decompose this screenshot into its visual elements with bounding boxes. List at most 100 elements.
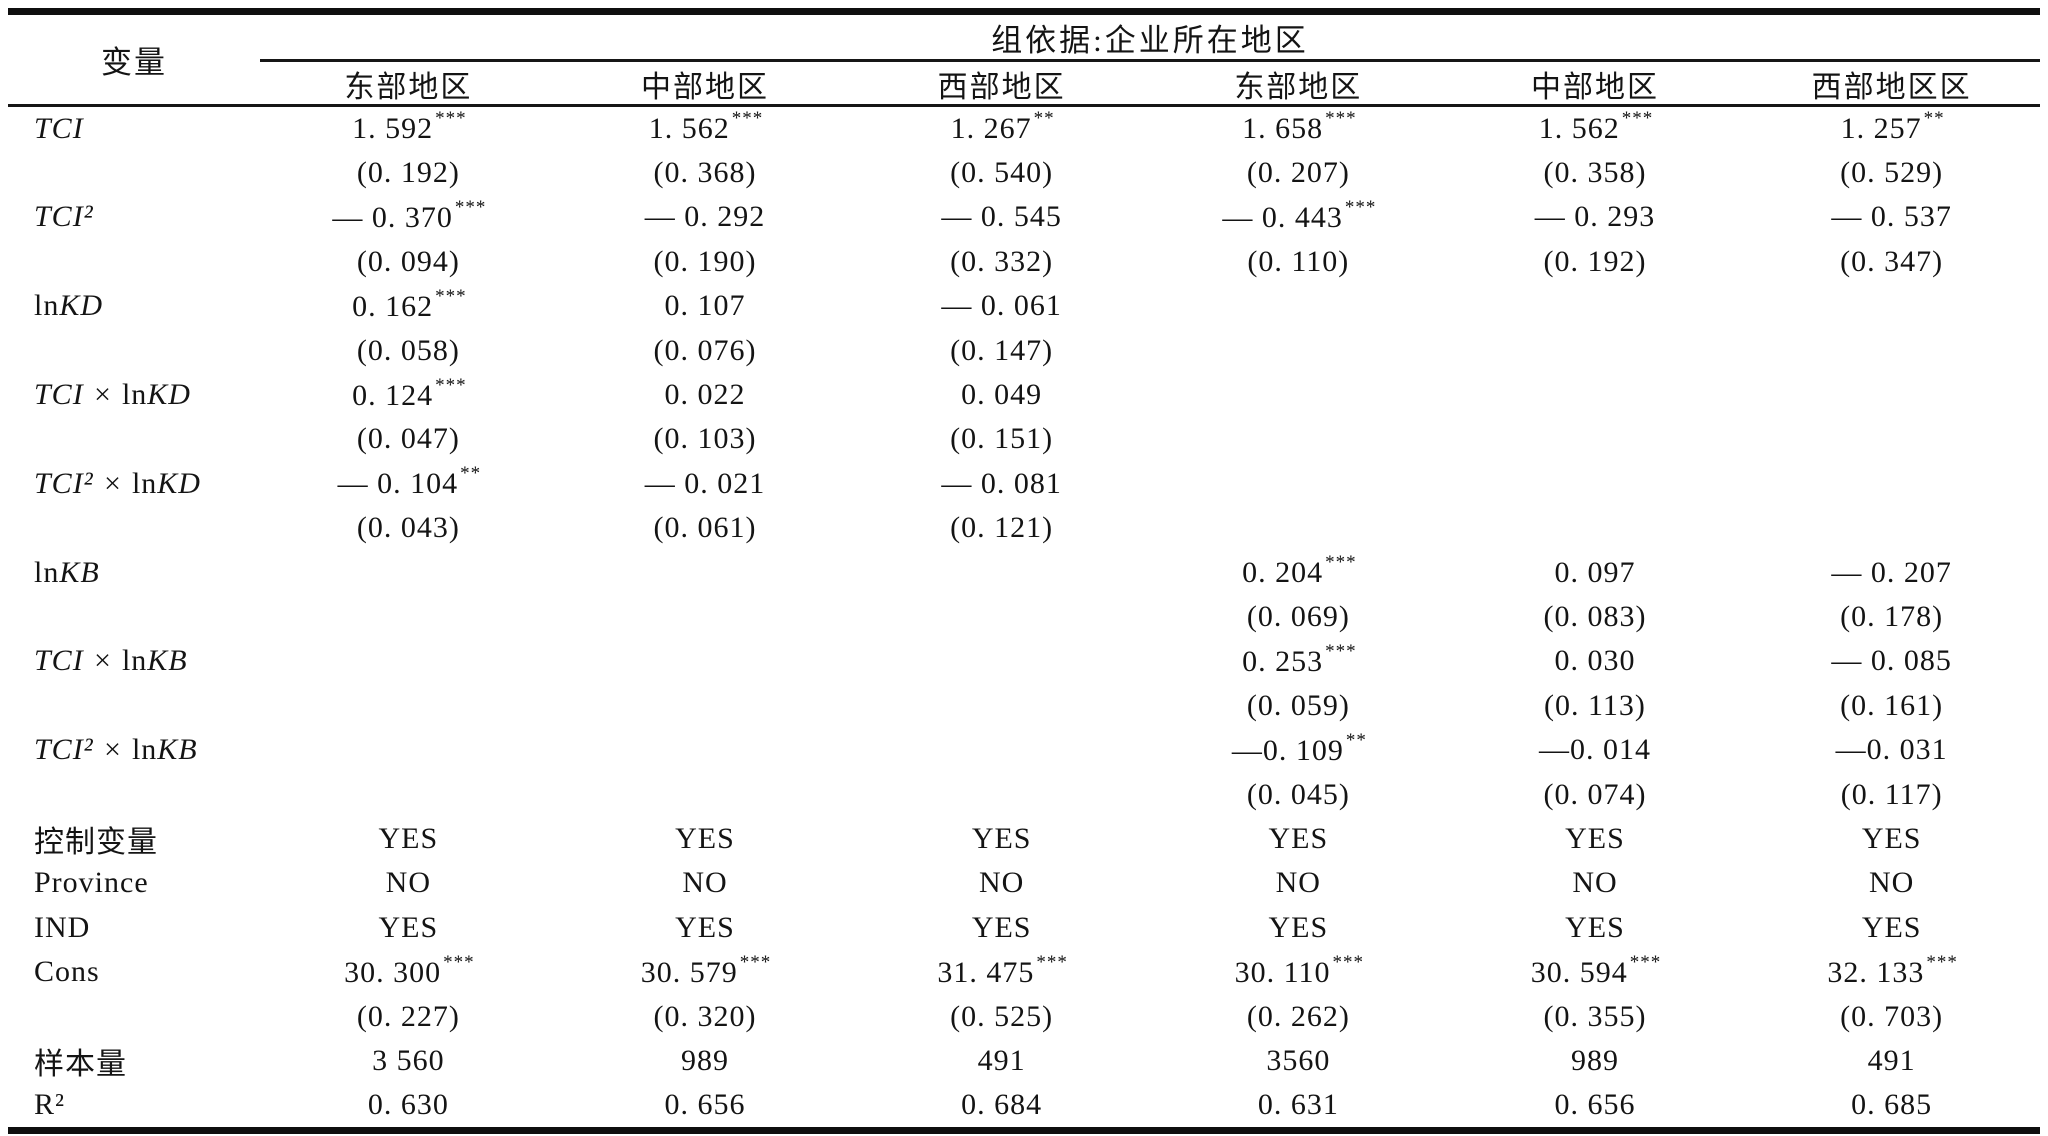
row-label-ind: IND	[34, 910, 91, 944]
se-cell-TCI2xlnKD-1: (0. 043)	[356, 511, 460, 545]
table-row: Cons 30. 300 *** 30. 579 *** 31. 475 *** 30. 11…	[8, 950, 2040, 994]
table-header: 变量 组依据:企业所在地区 东部地区 中部地区 西部地区 东部地区 中部地区 西部地区区	[8, 15, 2040, 104]
coef-cell-TCI2-2: — 0. 292	[644, 200, 766, 234]
significance-stars: **	[460, 463, 482, 485]
coef-cell-cons-4: 30. 110 ***	[1234, 951, 1365, 989]
coef-cell-lnKD-1: 0. 162 ***	[352, 285, 467, 323]
info-cell-controls-2: YES	[675, 821, 735, 855]
table-row: (0. 069) (0. 083) (0. 178)	[8, 595, 2040, 639]
coef-cell-TCIxlnKB-6: — 0. 085	[1831, 644, 1952, 678]
se-cell-cons-2: (0. 320)	[653, 999, 757, 1033]
coef-cell-TCIxlnKB-4: 0. 253 ***	[1242, 640, 1357, 678]
info-cell-province-6: NO	[1868, 866, 1915, 900]
row-label-province: Province	[34, 866, 149, 900]
info-cell-r2-4: 0. 631	[1257, 1088, 1339, 1122]
column-header-1: 东部地区	[344, 70, 473, 104]
significance-stars: ***	[1332, 951, 1365, 973]
row-label-TCI2xlnKB: TCI² × lnKB	[34, 733, 198, 767]
variable-column-header: 变量	[101, 44, 167, 80]
table-row: (0. 043) (0. 061) (0. 121)	[8, 506, 2040, 550]
column-headers-row: 东部地区 中部地区 西部地区 东部地区 中部地区 西部地区区	[260, 62, 2040, 104]
group-header-title: 组依据:企业所在地区	[991, 22, 1309, 58]
coef-cell-lnKD-3: — 0. 061	[941, 289, 1062, 323]
coef-cell-TCI2-5: — 0. 293	[1534, 200, 1656, 234]
coef-cell-cons-3: 31. 475 ***	[937, 951, 1068, 989]
se-cell-TCI-2: (0. 368)	[653, 156, 757, 190]
significance-stars: ***	[731, 108, 764, 130]
info-cell-ind-1: YES	[378, 910, 439, 944]
coef-cell-TCI2-4: — 0. 443 ***	[1222, 196, 1377, 234]
se-cell-lnKB-4: (0. 069)	[1246, 599, 1350, 633]
coef-cell-lnKB-5: 0. 097	[1554, 555, 1636, 589]
coef-cell-TCI2-3: — 0. 545	[941, 200, 1062, 234]
row-label-TCIxlnKB: TCI × lnKB	[34, 644, 188, 678]
se-cell-TCI-5: (0. 358)	[1543, 156, 1647, 190]
table-row: 样本量 3 560 989 491 3560 989 491	[8, 1039, 2040, 1083]
table-row: (0. 094) (0. 190) (0. 332) (0. 110) (0. 192)…	[8, 240, 2040, 284]
se-cell-lnKD-2: (0. 076)	[653, 333, 757, 367]
info-cell-controls-1: YES	[378, 821, 439, 855]
coef-cell-cons-2: 30. 579 ***	[640, 951, 772, 989]
se-cell-lnKD-3: (0. 147)	[950, 333, 1054, 367]
coef-cell-TCIxlnKD-3: 0. 049	[961, 378, 1043, 412]
table-row: IND YES YES YES YES YES YES	[8, 906, 2040, 950]
row-label-TCI2xlnKD: TCI² × lnKD	[34, 466, 201, 500]
coef-cell-TCI2xlnKD-3: — 0. 081	[941, 466, 1062, 500]
coef-cell-TCIxlnKB-5: 0. 030	[1554, 644, 1636, 678]
se-cell-cons-4: (0. 262)	[1246, 999, 1350, 1033]
table-row: Province NO NO NO NO NO NO	[8, 861, 2040, 905]
row-label-samplesize: 样本量	[34, 1047, 127, 1081]
coef-cell-TCI2xlnKB-5: —0. 014	[1538, 733, 1651, 767]
info-cell-r2-3: 0. 684	[961, 1088, 1043, 1122]
se-cell-lnKD-1: (0. 058)	[356, 333, 460, 367]
row-label-TCI2: TCI²	[34, 200, 94, 234]
table-row: TCI² — 0. 370 *** — 0. 292 — 0. 545 — 0. 443 *…	[8, 195, 2040, 239]
se-cell-TCIxlnKD-3: (0. 151)	[950, 422, 1054, 456]
table-row: (0. 227) (0. 320) (0. 525) (0. 262) (0. 355)…	[8, 994, 2040, 1038]
table-row: TCI × lnKB 0. 253 *** 0. 030 — 0. 085	[8, 639, 2040, 683]
table-body: TCI 1. 592 *** 1. 562 *** 1. 267 ** 1. 658 *** 1.…	[8, 107, 2040, 1128]
se-cell-TCI2xlnKB-5: (0. 074)	[1543, 777, 1647, 811]
se-cell-cons-6: (0. 703)	[1840, 999, 1944, 1033]
se-cell-TCI-4: (0. 207)	[1246, 156, 1350, 190]
significance-stars: ***	[1344, 196, 1377, 218]
significance-stars: ***	[443, 951, 475, 973]
row-label-lnKD: lnKD	[34, 289, 104, 323]
column-header-4: 东部地区	[1234, 70, 1363, 104]
table-row: (0. 045) (0. 074) (0. 117)	[8, 772, 2040, 816]
info-cell-samplesize-3: 491	[977, 1043, 1026, 1077]
significance-stars: ***	[435, 108, 467, 130]
coef-cell-cons-6: 32. 133 ***	[1827, 951, 1958, 989]
header-bottom-rule	[8, 103, 2040, 107]
table-row: R² 0. 630 0. 656 0. 684 0. 631 0. 656 0. 685	[8, 1083, 2040, 1127]
coef-cell-TCIxlnKD-1: 0. 124 ***	[352, 374, 467, 412]
table-row: TCI × lnKD 0. 124 *** 0. 022 0. 049	[8, 373, 2040, 417]
se-cell-TCI2-2: (0. 190)	[653, 244, 757, 278]
info-cell-controls-4: YES	[1268, 821, 1329, 855]
se-cell-TCI2-4: (0. 110)	[1247, 244, 1350, 278]
info-cell-r2-1: 0. 630	[367, 1088, 449, 1122]
info-cell-ind-5: YES	[1565, 910, 1625, 944]
row-label-r2: R²	[34, 1088, 66, 1122]
coef-cell-cons-5: 30. 594 ***	[1530, 951, 1662, 989]
info-cell-province-5: NO	[1572, 866, 1618, 900]
se-cell-TCI2xlnKD-3: (0. 121)	[950, 511, 1054, 545]
significance-stars: **	[1033, 108, 1055, 130]
significance-stars: ***	[1325, 640, 1357, 662]
significance-stars: ***	[1629, 951, 1662, 973]
coef-cell-TCI2xlnKB-4: —0. 109 **	[1231, 729, 1367, 767]
coef-cell-lnKD-2: 0. 107	[664, 289, 746, 323]
row-label-lnKB: lnKB	[34, 555, 100, 589]
table-row: TCI² × lnKD — 0. 104 ** — 0. 021 — 0. 081	[8, 462, 2040, 506]
info-cell-samplesize-1: 3 560	[372, 1043, 445, 1077]
row-label-TCIxlnKD: TCI × lnKD	[34, 378, 191, 412]
se-cell-TCIxlnKD-1: (0. 047)	[356, 422, 460, 456]
coef-cell-cons-1: 30. 300 ***	[344, 951, 475, 989]
info-cell-samplesize-2: 989	[680, 1043, 729, 1077]
se-cell-TCI-3: (0. 540)	[950, 156, 1054, 190]
coef-cell-TCI-1: 1. 592 ***	[352, 108, 467, 146]
coef-cell-lnKB-6: — 0. 207	[1831, 555, 1952, 589]
table-top-rule	[8, 8, 2040, 15]
significance-stars: **	[1923, 108, 1945, 130]
